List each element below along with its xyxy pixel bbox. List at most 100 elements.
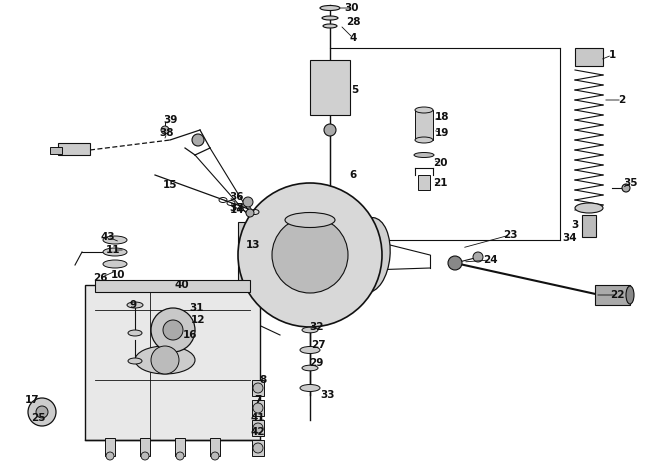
Circle shape (176, 452, 184, 460)
Ellipse shape (320, 6, 340, 10)
Text: 9: 9 (129, 300, 136, 310)
Circle shape (238, 183, 382, 327)
Ellipse shape (135, 346, 195, 374)
Circle shape (246, 209, 254, 217)
Text: 42: 42 (251, 427, 265, 437)
Text: 19: 19 (435, 128, 449, 138)
Ellipse shape (302, 327, 318, 333)
Text: 39: 39 (163, 115, 177, 125)
Text: 41: 41 (251, 413, 265, 423)
Text: 16: 16 (183, 330, 197, 340)
Ellipse shape (575, 203, 603, 213)
Circle shape (253, 423, 263, 433)
Text: 22: 22 (610, 290, 624, 300)
Ellipse shape (300, 384, 320, 391)
Bar (140, 438, 150, 456)
Circle shape (141, 452, 149, 460)
Text: 10: 10 (111, 270, 125, 280)
Bar (310, 60, 350, 115)
Text: 1: 1 (608, 50, 616, 60)
Circle shape (161, 126, 169, 134)
Text: 32: 32 (310, 322, 324, 332)
Circle shape (36, 406, 48, 418)
Circle shape (324, 124, 336, 136)
Circle shape (28, 398, 56, 426)
Text: 20: 20 (433, 158, 447, 168)
Bar (58, 143, 90, 155)
Text: 8: 8 (260, 375, 267, 385)
Circle shape (106, 452, 114, 460)
Circle shape (272, 217, 348, 293)
Ellipse shape (415, 137, 433, 143)
Bar (252, 400, 264, 416)
Ellipse shape (103, 260, 127, 268)
Circle shape (192, 134, 204, 146)
Text: 28: 28 (346, 17, 360, 27)
Circle shape (253, 443, 263, 453)
Bar (85, 285, 260, 440)
Text: 21: 21 (433, 178, 447, 188)
Text: 35: 35 (624, 178, 638, 188)
Circle shape (151, 346, 179, 374)
Circle shape (473, 252, 483, 262)
Bar (252, 420, 264, 436)
Text: 36: 36 (230, 192, 244, 202)
Text: 12: 12 (191, 315, 205, 325)
Text: 18: 18 (435, 112, 449, 122)
Text: 26: 26 (93, 273, 107, 283)
Text: 5: 5 (351, 85, 359, 95)
Ellipse shape (415, 107, 433, 113)
Circle shape (163, 320, 183, 340)
Circle shape (253, 403, 263, 413)
Text: 15: 15 (163, 180, 177, 190)
Bar (50, 147, 62, 154)
Text: 40: 40 (175, 280, 190, 290)
Text: 3: 3 (571, 220, 579, 230)
Ellipse shape (323, 24, 337, 28)
Ellipse shape (103, 236, 127, 244)
Text: 2: 2 (618, 95, 626, 105)
Circle shape (622, 184, 630, 192)
Bar (415, 110, 433, 140)
Bar (418, 175, 430, 190)
Ellipse shape (414, 152, 434, 158)
Ellipse shape (128, 330, 142, 336)
Text: 7: 7 (254, 395, 262, 405)
Bar (105, 438, 115, 456)
Bar (95, 280, 250, 292)
Ellipse shape (127, 302, 143, 308)
Ellipse shape (128, 358, 142, 364)
Circle shape (243, 197, 253, 207)
Bar (575, 48, 603, 66)
Ellipse shape (285, 212, 335, 228)
Circle shape (253, 383, 263, 393)
Text: 43: 43 (101, 232, 116, 242)
Ellipse shape (103, 248, 127, 256)
Text: 6: 6 (349, 170, 356, 180)
Text: 30: 30 (345, 3, 360, 13)
Text: 29: 29 (309, 358, 323, 368)
Text: 27: 27 (311, 340, 325, 350)
Text: 31: 31 (190, 303, 204, 313)
Circle shape (211, 452, 219, 460)
Bar (238, 222, 266, 290)
Bar (210, 438, 220, 456)
Ellipse shape (322, 16, 338, 20)
Bar (252, 440, 264, 456)
Text: 24: 24 (483, 255, 497, 265)
Text: 4: 4 (349, 33, 357, 43)
Text: 34: 34 (563, 233, 578, 243)
Circle shape (448, 256, 462, 270)
Bar (252, 380, 264, 396)
Text: 11: 11 (106, 245, 120, 255)
Ellipse shape (626, 286, 634, 304)
Circle shape (151, 308, 195, 352)
Text: 38: 38 (160, 128, 174, 138)
Text: 33: 33 (321, 390, 336, 400)
Text: 23: 23 (503, 230, 517, 240)
Text: 13: 13 (246, 240, 260, 250)
Ellipse shape (300, 346, 320, 353)
Text: 37: 37 (230, 203, 244, 213)
Text: 17: 17 (25, 395, 40, 405)
Text: 25: 25 (31, 413, 45, 423)
